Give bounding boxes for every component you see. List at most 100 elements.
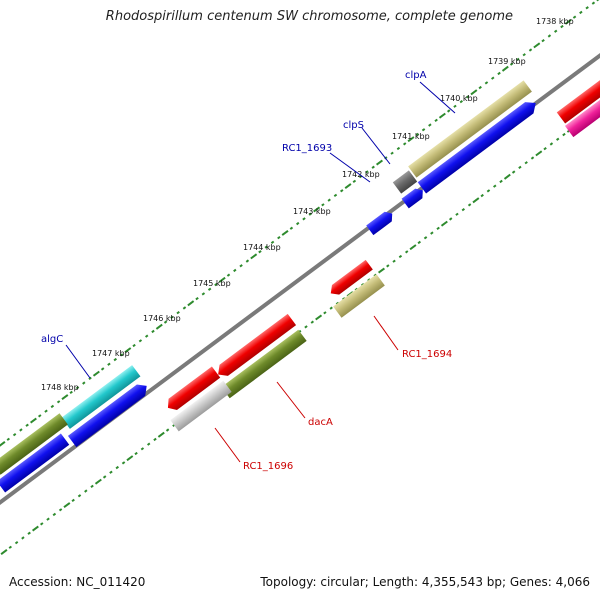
tick-label: 1746 kbp <box>143 314 181 323</box>
minor-tick <box>233 268 237 273</box>
major-tick <box>126 455 134 462</box>
major-tick <box>564 18 572 25</box>
minor-tick <box>121 461 126 465</box>
major-tick <box>501 65 509 72</box>
minor-tick <box>509 62 514 66</box>
gene-clpS[interactable] <box>392 170 418 194</box>
gene-olive-left[interactable] <box>0 413 68 475</box>
minor-tick <box>132 343 136 348</box>
minor-tick <box>27 531 31 535</box>
minor-tick <box>176 310 180 315</box>
minor-tick <box>329 306 333 310</box>
gene-clpA[interactable] <box>408 80 532 178</box>
tick-label: 1739 kbp <box>488 57 526 66</box>
minor-tick <box>12 433 17 437</box>
minor-tick <box>264 245 268 249</box>
minor-tick <box>71 498 75 503</box>
gene-clpA-blue[interactable] <box>417 97 540 194</box>
minor-tick <box>518 165 522 170</box>
gene-label-RC1_1693[interactable]: RC1_1693 <box>282 143 332 154</box>
minor-tick <box>365 170 369 174</box>
minor-tick <box>289 226 294 230</box>
major-tick <box>155 323 163 330</box>
gene-label-clpS[interactable]: clpS <box>343 120 364 131</box>
gene-label-RC1_1696[interactable]: RC1_1696 <box>243 461 293 472</box>
minor-tick <box>465 95 470 99</box>
minor-tick <box>304 325 308 329</box>
minor-tick <box>467 203 472 207</box>
gene-pink-right-edge[interactable] <box>564 94 600 138</box>
minor-tick <box>493 184 497 188</box>
major-tick <box>250 253 258 260</box>
minor-tick <box>446 109 451 113</box>
minor-tick <box>119 353 124 357</box>
minor-tick <box>585 6 589 10</box>
minor-tick <box>144 334 149 338</box>
minor-tick <box>555 137 560 141</box>
major-tick <box>94 478 102 485</box>
minor-tick <box>386 264 390 268</box>
gene-label-algC[interactable]: algC <box>41 334 63 345</box>
gene-label-RC1_1694[interactable]: RC1_1694 <box>402 349 452 360</box>
minor-tick <box>14 541 19 545</box>
gene-clpS-blue[interactable] <box>401 186 427 209</box>
minor-tick <box>201 292 206 296</box>
gene-label-dacA[interactable]: dacA <box>308 417 333 428</box>
tick-label: 1743 kbp <box>293 207 331 216</box>
minor-tick <box>56 400 61 404</box>
minor-tick <box>478 85 482 90</box>
minor-tick <box>321 203 325 207</box>
gene-RC1_1693[interactable] <box>366 209 396 236</box>
gene-dacA[interactable] <box>221 329 307 399</box>
minor-tick <box>528 48 533 52</box>
minor-tick <box>549 142 554 146</box>
minor-tick <box>38 414 42 418</box>
accession-text: Accession: NC_011420 <box>9 575 146 589</box>
tick-label: 1747 kbp <box>92 349 130 358</box>
minor-tick <box>327 198 331 202</box>
tick-row-outer <box>0 0 600 447</box>
minor-tick <box>421 128 426 132</box>
minor-tick <box>25 423 29 427</box>
major-tick <box>29 417 37 424</box>
minor-tick <box>499 179 503 184</box>
major-tick <box>281 229 289 236</box>
major-tick <box>31 525 39 532</box>
gene-label-clpA[interactable]: clpA <box>405 70 427 81</box>
gene-red-mid[interactable] <box>214 313 297 380</box>
reverse-strand-genes <box>164 259 385 432</box>
minor-tick <box>138 339 143 343</box>
gene-RC1_1694[interactable] <box>333 274 385 318</box>
gene-red-right-edge[interactable] <box>556 76 600 124</box>
minor-tick <box>163 320 168 324</box>
gene-red-upper[interactable] <box>327 259 373 298</box>
minor-tick <box>398 254 403 259</box>
leader-RC1_1696 <box>214 427 241 463</box>
major-tick <box>0 549 8 555</box>
minor-tick <box>58 508 63 512</box>
major-tick <box>313 206 321 213</box>
gene-blue-left-edge[interactable] <box>0 433 70 493</box>
minor-tick <box>270 240 275 245</box>
minor-tick <box>448 217 453 221</box>
minor-tick <box>417 240 421 245</box>
major-tick <box>503 173 511 180</box>
gene-algC[interactable] <box>61 365 141 429</box>
minor-tick <box>516 57 520 62</box>
topology-text: Topology: circular; Length: 4,355,543 bp… <box>260 575 590 589</box>
gene-RC1_1696[interactable] <box>170 380 232 432</box>
minor-tick <box>226 273 231 277</box>
minor-tick <box>134 451 138 456</box>
leader-clpS <box>361 127 391 165</box>
forward-strand-genes <box>0 76 600 493</box>
minor-tick <box>146 442 151 446</box>
minor-tick <box>436 226 440 231</box>
major-tick <box>63 502 71 509</box>
minor-tick <box>170 315 174 319</box>
major-tick <box>470 89 478 96</box>
minor-tick <box>524 161 528 165</box>
major-tick <box>376 159 383 166</box>
gene-blue-left-long[interactable] <box>67 380 151 448</box>
gene-red-low[interactable] <box>164 366 221 413</box>
minor-tick <box>84 489 88 493</box>
